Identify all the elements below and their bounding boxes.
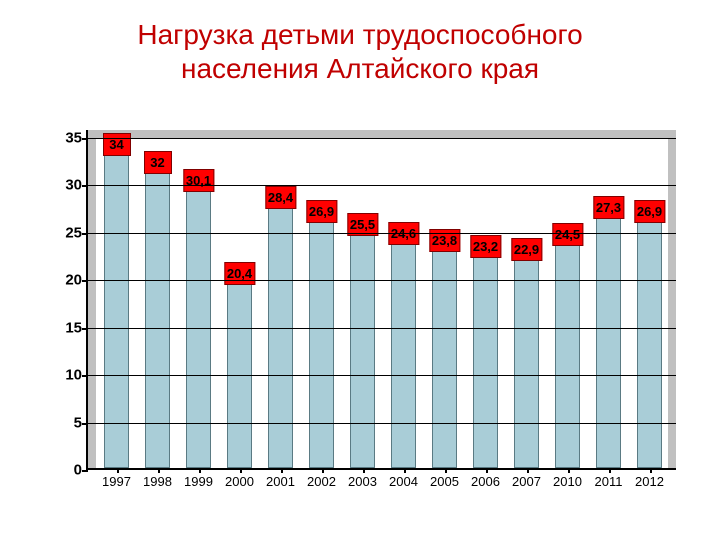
bar (637, 213, 662, 468)
bar-slot: 24,6 (383, 138, 424, 468)
bar (596, 209, 621, 468)
y-tick-label: 35 (65, 130, 88, 147)
grid-line (88, 138, 676, 139)
bars-container: 343230,120,428,426,925,524,623,823,222,9… (96, 138, 668, 468)
x-tick-label: 2010 (553, 468, 582, 489)
title-line-2: населения Алтайского края (181, 53, 539, 84)
bar-slot: 23,2 (465, 138, 506, 468)
bar-slot: 20,4 (219, 138, 260, 468)
grid-line (88, 328, 676, 329)
x-tick-label: 2007 (512, 468, 541, 489)
bar (432, 242, 457, 468)
plot-area: 343230,120,428,426,925,524,623,823,222,9… (86, 130, 676, 470)
bar-value-label: 34 (103, 133, 131, 156)
chart-title: Нагрузка детьми трудоспособного населени… (0, 0, 720, 85)
y-tick-label: 5 (74, 414, 88, 431)
x-tick-label: 2004 (389, 468, 418, 489)
bar-value-label: 24,5 (552, 223, 583, 246)
bar (350, 226, 375, 468)
bar-slot: 30,1 (178, 138, 219, 468)
bar-slot: 25,5 (342, 138, 383, 468)
bar-slot: 32 (137, 138, 178, 468)
x-tick-label: 2003 (348, 468, 377, 489)
bar (514, 251, 539, 468)
grid-line (88, 423, 676, 424)
bar-value-label: 30,1 (183, 169, 214, 192)
grid-line (88, 233, 676, 234)
bar-slot: 28,4 (260, 138, 301, 468)
bar (104, 146, 129, 469)
bar (309, 213, 334, 468)
bar-value-label: 32 (144, 151, 172, 174)
bar-value-label: 23,2 (470, 235, 501, 258)
y-tick-label: 15 (65, 319, 88, 336)
x-tick-label: 2012 (635, 468, 664, 489)
y-tick-label: 30 (65, 177, 88, 194)
y-tick-label: 10 (65, 367, 88, 384)
bar-value-label: 27,3 (593, 196, 624, 219)
x-tick-label: 1999 (184, 468, 213, 489)
bar-value-label: 26,9 (306, 200, 337, 223)
y-tick-label: 25 (65, 224, 88, 241)
grid-line (88, 280, 676, 281)
grid-line (88, 185, 676, 186)
bar (227, 275, 252, 469)
x-tick-label: 2001 (266, 468, 295, 489)
bar-slot: 24,5 (547, 138, 588, 468)
x-tick-label: 2006 (471, 468, 500, 489)
bar-slot: 34 (96, 138, 137, 468)
bar-slot: 27,3 (588, 138, 629, 468)
slide: Нагрузка детьми трудоспособного населени… (0, 0, 720, 540)
bar (268, 199, 293, 468)
bar-slot: 22,9 (506, 138, 547, 468)
x-tick-label: 2002 (307, 468, 336, 489)
x-tick-label: 1998 (143, 468, 172, 489)
bar (186, 182, 211, 468)
bar (555, 236, 580, 468)
grid-line (88, 375, 676, 376)
bar-slot: 26,9 (629, 138, 670, 468)
title-line-1: Нагрузка детьми трудоспособного (137, 19, 582, 50)
x-tick-label: 2000 (225, 468, 254, 489)
chart: 343230,120,428,426,925,524,623,823,222,9… (48, 130, 688, 510)
bar-slot: 26,9 (301, 138, 342, 468)
y-tick-label: 0 (74, 462, 88, 479)
x-tick-label: 2005 (430, 468, 459, 489)
x-tick-label: 1997 (102, 468, 131, 489)
bar (391, 235, 416, 468)
bar-value-label: 22,9 (511, 238, 542, 261)
bar-value-label: 26,9 (634, 200, 665, 223)
bar-slot: 23,8 (424, 138, 465, 468)
x-tick-label: 2011 (595, 468, 623, 489)
bar-value-label: 28,4 (265, 186, 296, 209)
y-tick-label: 20 (65, 272, 88, 289)
